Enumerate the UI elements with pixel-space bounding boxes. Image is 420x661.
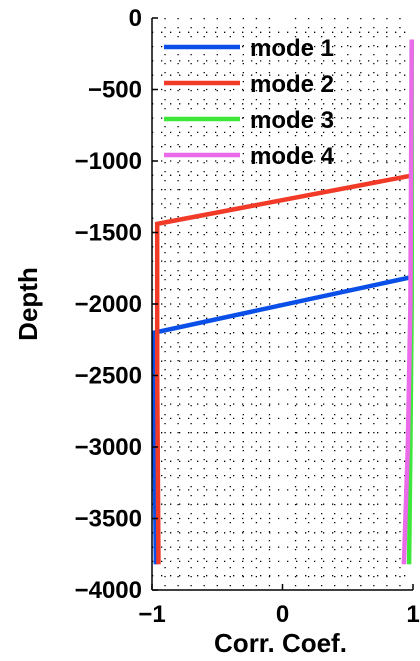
x-tick-label: 0 xyxy=(276,601,289,628)
legend: mode 1 mode 2 mode 3 mode 4 xyxy=(164,35,335,170)
y-tick-label: −500 xyxy=(88,77,142,104)
y-axis-title: Depth xyxy=(13,267,43,341)
series-line-1 xyxy=(152,274,414,565)
legend-label-4: mode 4 xyxy=(250,143,335,170)
y-tick-label: −3000 xyxy=(75,434,142,461)
y-tick-label: −1000 xyxy=(75,148,142,175)
series-line-4 xyxy=(401,39,414,565)
y-tick-label: 0 xyxy=(129,5,142,32)
y-tick-label: −4000 xyxy=(75,577,142,604)
axes: 0 −500 −1000 −1500 −2000 −2500 −3000 −3500 −4000… xyxy=(75,5,420,628)
x-axis-title: Corr. Coef. xyxy=(214,628,347,658)
legend-label-1: mode 1 xyxy=(250,35,334,62)
series-line-2 xyxy=(154,173,414,565)
legend-label-2: mode 2 xyxy=(250,71,334,98)
y-tick-label: −2500 xyxy=(75,363,142,390)
y-tick-label: −2000 xyxy=(75,291,142,318)
y-tick-label: −3500 xyxy=(75,506,142,533)
series-lines xyxy=(152,39,414,565)
legend-label-3: mode 3 xyxy=(250,107,334,134)
axis-labels: Corr. Coef. Depth xyxy=(13,267,347,658)
x-tick-label: −1 xyxy=(138,601,165,628)
y-tick-label: −1500 xyxy=(75,220,142,247)
x-tick-label: 1 xyxy=(406,601,419,628)
